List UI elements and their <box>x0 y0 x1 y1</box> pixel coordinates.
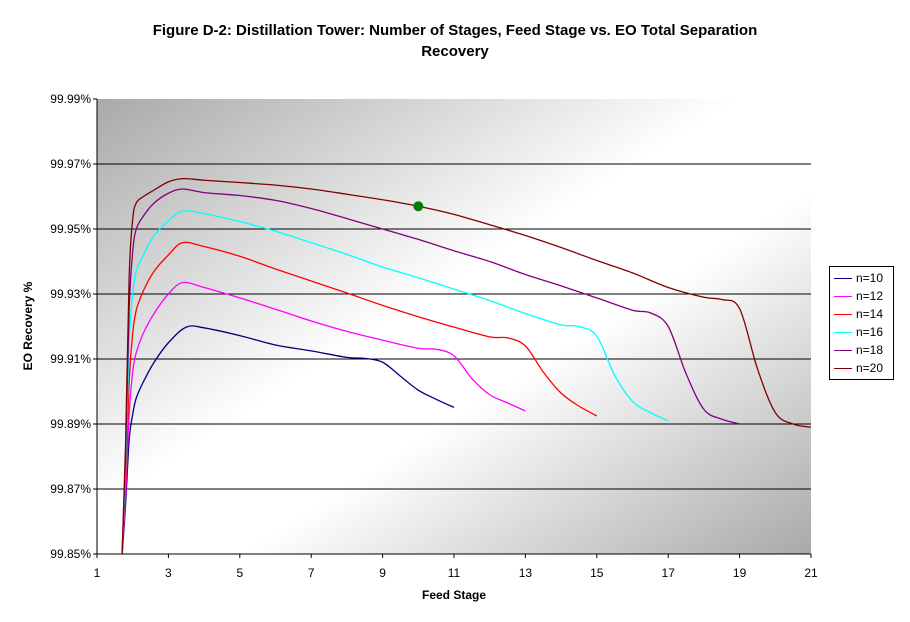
legend-item: n=12 <box>830 287 893 305</box>
legend-label: n=20 <box>856 361 884 375</box>
legend-item: n=14 <box>830 305 893 323</box>
y-tick-label: 99.93% <box>50 287 91 301</box>
y-tick-label: 99.89% <box>50 417 91 431</box>
legend-swatch <box>834 277 852 279</box>
chart-title: Figure D-2: Distillation Tower: Number o… <box>152 22 758 39</box>
x-tick-label: 15 <box>590 566 604 580</box>
legend-label: n=10 <box>856 271 884 285</box>
x-tick-label: 1 <box>94 566 101 580</box>
legend-label: n=18 <box>856 343 884 357</box>
y-axis-label: EO Recovery % <box>21 281 35 370</box>
legend-label: n=12 <box>856 289 884 303</box>
legend-item: n=20 <box>830 359 893 377</box>
legend-item: n=16 <box>830 323 893 341</box>
series-line-n-10 <box>121 325 455 554</box>
legend-swatch <box>834 367 852 369</box>
legend-swatch <box>834 331 852 333</box>
legend-item: n=18 <box>830 341 893 359</box>
legend: n=10 n=12 n=14 n=16 n=18 n=20 <box>829 266 894 380</box>
x-tick-label: 7 <box>308 566 315 580</box>
x-tick-label: 11 <box>448 566 461 580</box>
legend-label: n=14 <box>856 307 884 321</box>
x-tick-label: 5 <box>236 566 243 580</box>
x-tick-label: 21 <box>804 566 818 580</box>
y-tick-label: 99.87% <box>50 482 91 496</box>
y-tick-label: 99.97% <box>50 157 91 171</box>
x-axis-label: Feed Stage <box>422 588 486 602</box>
y-tick-label: 99.95% <box>50 222 91 236</box>
legend-swatch <box>834 313 852 315</box>
x-tick-label: 9 <box>379 566 386 580</box>
highlight-point <box>413 201 424 212</box>
series-line-n-16 <box>121 210 669 554</box>
x-tick-label: 13 <box>519 566 533 580</box>
chart-title-line2: Recovery <box>421 43 489 60</box>
y-tick-label: 99.85% <box>50 547 91 561</box>
legend-swatch <box>834 349 852 351</box>
series-line-n-12 <box>121 281 526 554</box>
series-line-n-20 <box>121 177 811 554</box>
x-tick-label: 17 <box>662 566 676 580</box>
legend-label: n=16 <box>856 325 884 339</box>
x-tick-label: 19 <box>733 566 747 580</box>
x-tick-label: 3 <box>165 566 172 580</box>
legend-swatch <box>834 295 852 297</box>
y-tick-label: 99.99% <box>50 92 91 106</box>
series-line-n-14 <box>121 241 598 554</box>
legend-item: n=10 <box>830 269 893 287</box>
y-tick-label: 99.91% <box>50 352 91 366</box>
series-line-n-18 <box>121 188 740 554</box>
